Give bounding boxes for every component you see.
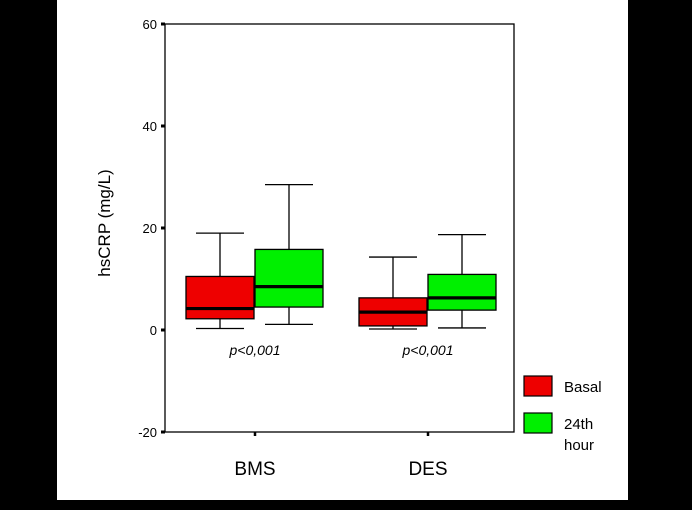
legend-item: 24th hour xyxy=(523,412,594,454)
y-axis-title: hsCRP (mg/L) xyxy=(95,169,114,276)
legend-label: hour xyxy=(564,437,594,454)
iqr-box xyxy=(185,275,255,320)
x-tick-label: DES xyxy=(408,459,447,480)
iqr-box xyxy=(427,273,497,311)
x-tick-label: BMS xyxy=(234,459,275,480)
axes-group: -20 0 20 40 60 hsCRP (mg/L) BMS DES xyxy=(95,17,515,480)
legend-label: Basal xyxy=(564,379,602,396)
p-value-annotation: p<0,001 xyxy=(402,342,454,358)
boxes-group xyxy=(185,183,497,330)
box-24th-hour-des xyxy=(427,233,497,329)
box-basal-bms xyxy=(185,232,255,330)
legend-swatch xyxy=(523,412,553,434)
legend-swatch xyxy=(523,375,553,397)
legend: Basal 24th hour xyxy=(523,375,602,454)
y-tick-label: -20 xyxy=(138,425,157,440)
y-tick-label: 20 xyxy=(143,221,157,236)
p-value-annotation: p<0,001 xyxy=(229,342,281,358)
legend-item: Basal xyxy=(523,375,602,397)
legend-label: 24th xyxy=(564,416,593,433)
y-tick-label: 0 xyxy=(150,323,157,338)
y-tick-label: 40 xyxy=(143,119,157,134)
annotations-group: p<0,001 p<0,001 xyxy=(229,342,454,358)
box-24th-hour-bms xyxy=(254,183,324,326)
y-tick-label: 60 xyxy=(143,17,157,32)
iqr-box xyxy=(254,248,324,308)
box-basal-des xyxy=(358,256,428,330)
